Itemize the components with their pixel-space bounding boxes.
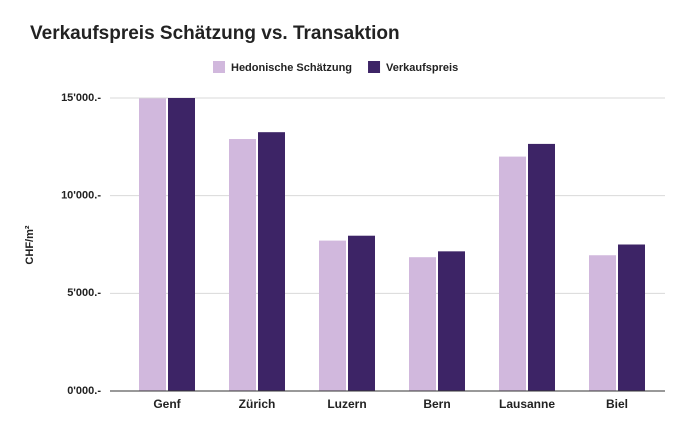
bar — [139, 98, 166, 392]
y-tick-label: 15'000.- — [61, 92, 101, 104]
chart-title: Verkaufspreis Schätzung vs. Transaktion — [30, 23, 400, 44]
y-tick-label: 10'000.- — [61, 190, 101, 202]
legend-label: Verkaufspreis — [386, 62, 458, 74]
bar — [499, 156, 526, 391]
y-axis-label: CHF/m² — [24, 225, 36, 264]
x-tick-label: Bern — [423, 397, 450, 411]
x-tick-label: Zürich — [239, 397, 276, 411]
legend-label: Hedonische Schätzung — [231, 62, 352, 74]
x-tick-label: Luzern — [327, 397, 366, 411]
bar — [229, 139, 256, 391]
x-tick-label: Lausanne — [499, 397, 555, 411]
x-tick-label: Genf — [153, 397, 181, 411]
bar — [589, 255, 616, 391]
y-tick-label: 5'000.- — [67, 287, 101, 299]
x-tick-label: Biel — [606, 397, 628, 411]
legend-swatch — [368, 61, 381, 73]
bar — [168, 98, 195, 391]
bar — [438, 251, 465, 391]
bar — [528, 143, 555, 391]
bar — [258, 132, 285, 391]
bar — [618, 244, 645, 391]
legend-swatch — [213, 61, 225, 73]
bar — [409, 257, 436, 391]
y-tick-label: 0'000.- — [67, 385, 101, 397]
bar — [348, 235, 375, 391]
bar — [319, 240, 346, 391]
